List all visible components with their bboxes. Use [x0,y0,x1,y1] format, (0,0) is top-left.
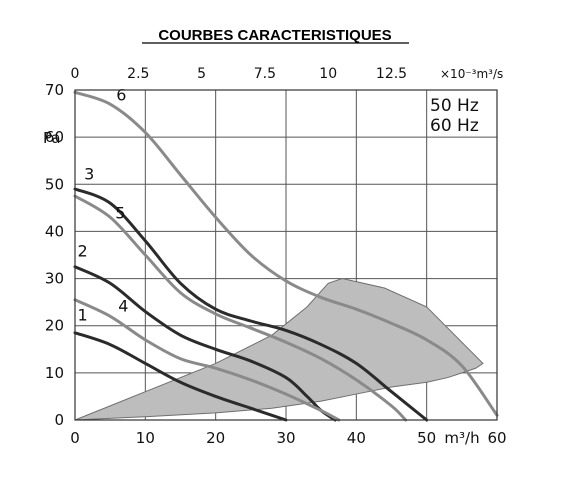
curve-1 [73,331,288,422]
legend-60hz: 60 Hz [430,116,479,136]
y-tick-label: 60 [45,128,64,146]
x-tick-label: 60 [487,429,506,447]
top-tick-label: 7.5 [254,66,276,82]
legend-50hz: 50 Hz [430,96,479,116]
x-tick-label: 30 [276,429,295,447]
curve-3 [73,187,429,422]
curve-label-1: 1 [78,305,88,324]
top-tick-label: 12.5 [376,66,407,82]
y-tick-label: 10 [45,364,64,382]
curve-5 [73,194,408,422]
curve-label-4: 4 [118,297,128,316]
x-tick-label: 10 [136,429,155,447]
x-axis-unit: m³/h [444,429,479,447]
operating-zone [74,278,484,421]
curve-label-3: 3 [84,165,94,184]
chart-title: COURBES CARACTERISTIQUES [158,27,391,44]
curve-6 [73,90,499,417]
y-tick-label: 70 [45,81,64,99]
axes: 0 10 20 30 40 50 60 m³/h 0 10 20 30 40 50 60 70 Pa 0 2.5 5 7… [43,66,507,447]
top-tick-label: 10 [319,66,337,82]
fan-curves [73,90,499,422]
curve-labels: 1 2 3 4 5 6 [78,85,129,324]
curve-label-2: 2 [78,242,88,261]
top-axis-unit: ×10⁻³m³/s [440,67,503,81]
y-tick-label: 20 [45,317,64,335]
curve-2 [73,265,337,422]
y-tick-label: 30 [45,270,64,288]
x-tick-label: 0 [70,429,80,447]
y-axis-unit: Pa [43,129,61,147]
y-tick-label: 50 [45,175,64,193]
y-tick-label: 0 [54,411,64,429]
curve-4 [73,298,341,422]
curve-label-6: 6 [116,85,126,104]
top-tick-label: 2.5 [127,66,149,82]
plot-frame [74,89,498,421]
y-tick-label: 40 [45,222,64,240]
operating-zone-area [74,278,484,421]
top-tick-label: 5 [197,66,206,82]
curve-label-5: 5 [115,203,125,222]
top-tick-label: 0 [71,66,80,82]
x-tick-label: 40 [347,429,366,447]
grid-lines [74,89,498,421]
x-tick-label: 20 [206,429,225,447]
x-tick-label: 50 [417,429,436,447]
